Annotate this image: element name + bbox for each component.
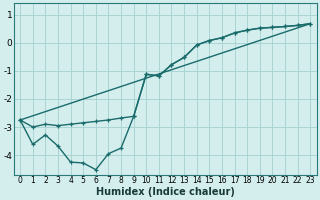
X-axis label: Humidex (Indice chaleur): Humidex (Indice chaleur) <box>96 187 235 197</box>
